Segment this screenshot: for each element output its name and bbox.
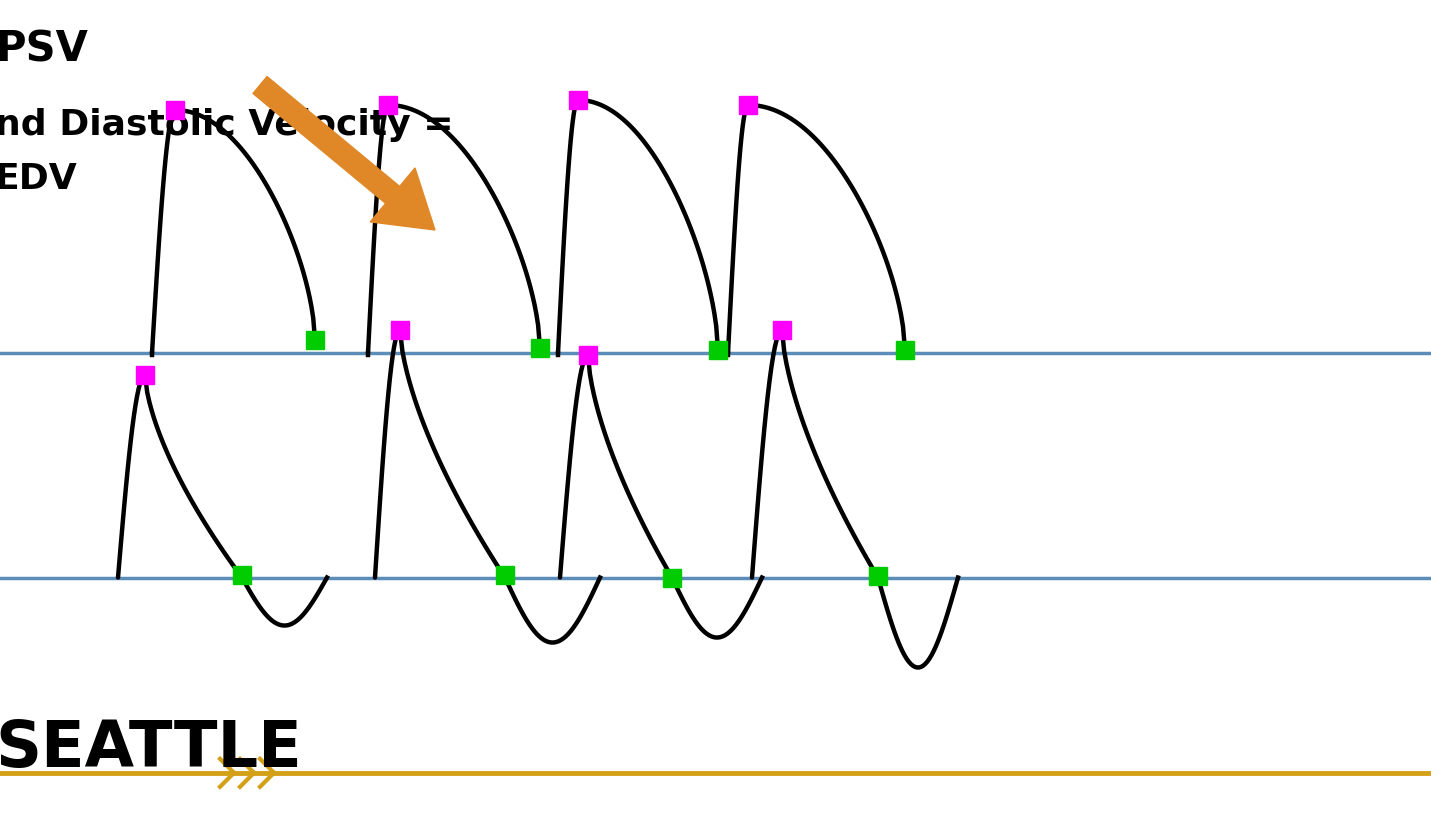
Text: nd Diastolic Velocity =: nd Diastolic Velocity =	[0, 108, 454, 142]
Text: SEATTLE: SEATTLE	[0, 718, 302, 780]
Text: EDV: EDV	[0, 162, 77, 196]
Text: PSV: PSV	[0, 28, 87, 70]
FancyArrow shape	[253, 76, 435, 230]
